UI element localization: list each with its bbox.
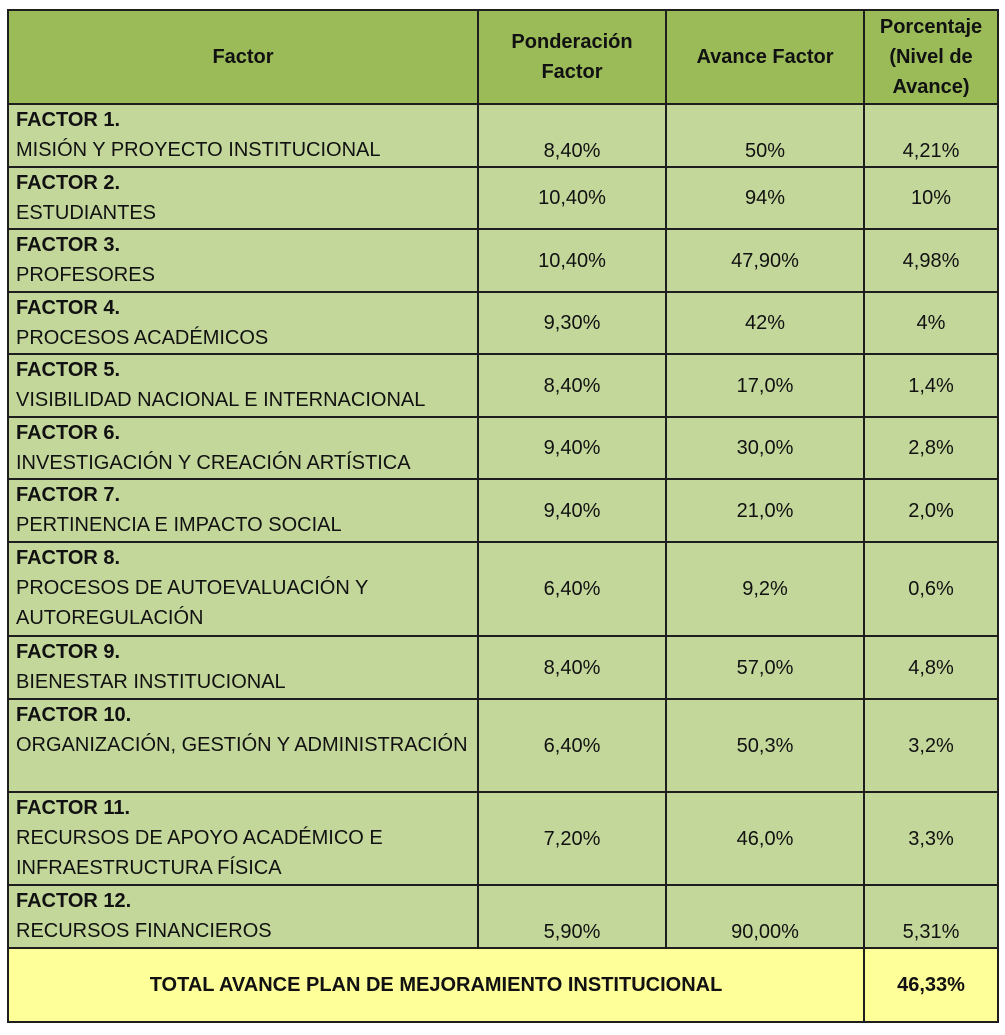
table-row: FACTOR 3. PROFESORES 10,40% 47,90% 4,98% [7,228,999,293]
factor-name: FACTOR 4. [16,297,121,319]
porcentaje-cell: 2,0% [863,478,999,543]
factor-description: RECURSOS DE APOYO ACADÉMICO E INFRAESTRU… [16,827,383,879]
ponderacion-cell: 9,40% [477,478,667,543]
factor-name: FACTOR 6. [16,422,121,444]
factor-cell: FACTOR 3. PROFESORES [7,228,479,293]
factor-cell: FACTOR 4. PROCESOS ACADÉMICOS [7,291,479,355]
table-row: FACTOR 8. PROCESOS DE AUTOEVALUACIÓN Y AU… [7,541,999,637]
porcentaje-cell: 4,8% [863,635,999,700]
ponderacion-cell: 8,40% [477,635,667,700]
table-row: FACTOR 9. BIENESTAR INSTITUCIONAL 8,40% 57,… [7,635,999,700]
table-row: FACTOR 1. MISIÓN Y PROYECTO INSTITUCIONAL… [7,103,999,168]
factor-name: FACTOR 5. [16,359,121,381]
factor-cell: FACTOR 11. RECURSOS DE APOYO ACADÉMICO E … [7,791,479,886]
ponderacion-cell: 5,90% [477,884,667,949]
factor-description: PROFESORES [16,264,155,286]
factor-description: ORGANIZACIÓN, GESTIÓN Y ADMINISTRACIÓN [16,734,468,756]
table-row: FACTOR 6. INVESTIGACIÓN Y CREACIÓN ARTÍST… [7,416,999,480]
porcentaje-cell: 4% [863,291,999,355]
total-value: 46,33% [863,947,999,1023]
porcentaje-cell: 0,6% [863,541,999,637]
avance-cell: 46,0% [665,791,865,886]
avance-cell: 57,0% [665,635,865,700]
porcentaje-cell: 3,3% [863,791,999,886]
factor-description: PROCESOS DE AUTOEVALUACIÓN Y AUTOREGULAC… [16,577,368,629]
factor-cell: FACTOR 9. BIENESTAR INSTITUCIONAL [7,635,479,700]
factor-name: FACTOR 2. [16,172,121,194]
ponderacion-cell: 6,40% [477,698,667,793]
ponderacion-cell: 9,40% [477,416,667,480]
avance-cell: 30,0% [665,416,865,480]
table-row: FACTOR 4. PROCESOS ACADÉMICOS 9,30% 42% 4% [7,291,999,355]
factor-name: FACTOR 1. [16,109,121,131]
factor-name: FACTOR 11. [16,797,131,819]
factor-cell: FACTOR 7. PERTINENCIA E IMPACTO SOCIAL [7,478,479,543]
factor-description: VISIBILIDAD NACIONAL E INTERNACIONAL [16,389,426,411]
factor-name: FACTOR 7. [16,484,121,506]
factor-name: FACTOR 12. [16,890,132,912]
avance-cell: 9,2% [665,541,865,637]
porcentaje-cell: 4,98% [863,228,999,293]
header-factor: Factor [7,9,479,105]
factor-description: PROCESOS ACADÉMICOS [16,327,269,349]
table-row: FACTOR 11. RECURSOS DE APOYO ACADÉMICO E … [7,791,999,886]
avance-cell: 17,0% [665,353,865,418]
progress-table: Factor Ponderación Factor Avance Factor … [7,9,999,1023]
factor-cell: FACTOR 12. RECURSOS FINANCIEROS [7,884,479,949]
factor-cell: FACTOR 6. INVESTIGACIÓN Y CREACIÓN ARTÍST… [7,416,479,480]
avance-cell: 47,90% [665,228,865,293]
avance-cell: 90,00% [665,884,865,949]
ponderacion-cell: 8,40% [477,103,667,168]
avance-cell: 50% [665,103,865,168]
factor-cell: FACTOR 2. ESTUDIANTES [7,166,479,230]
header-ponderacion: Ponderación Factor [477,9,667,105]
porcentaje-cell: 5,31% [863,884,999,949]
ponderacion-cell: 8,40% [477,353,667,418]
table-body: FACTOR 1. MISIÓN Y PROYECTO INSTITUCIONAL… [7,103,999,949]
factor-description: ESTUDIANTES [16,202,157,224]
table-row: FACTOR 7. PERTINENCIA E IMPACTO SOCIAL 9,4… [7,478,999,543]
factor-name: FACTOR 9. [16,641,121,663]
porcentaje-cell: 4,21% [863,103,999,168]
porcentaje-cell: 10% [863,166,999,230]
table-row: FACTOR 10. ORGANIZACIÓN, GESTIÓN Y ADMINI… [7,698,999,793]
factor-description: BIENESTAR INSTITUCIONAL [16,671,286,693]
factor-name: FACTOR 10. [16,704,132,726]
factor-description: MISIÓN Y PROYECTO INSTITUCIONAL [16,139,381,161]
avance-cell: 21,0% [665,478,865,543]
factor-description: PERTINENCIA E IMPACTO SOCIAL [16,514,342,536]
avance-cell: 50,3% [665,698,865,793]
header-porcentaje: Porcentaje (Nivel de Avance) [863,9,999,105]
header-avance: Avance Factor [665,9,865,105]
header-row: Factor Ponderación Factor Avance Factor … [7,9,999,105]
factor-cell: FACTOR 1. MISIÓN Y PROYECTO INSTITUCIONAL [7,103,479,168]
factor-cell: FACTOR 5. VISIBILIDAD NACIONAL E INTERNAC… [7,353,479,418]
avance-cell: 42% [665,291,865,355]
total-label: TOTAL AVANCE PLAN DE MEJORAMIENTO INSTIT… [7,947,865,1023]
ponderacion-cell: 9,30% [477,291,667,355]
factor-name: FACTOR 3. [16,234,121,256]
factor-cell: FACTOR 8. PROCESOS DE AUTOEVALUACIÓN Y AU… [7,541,479,637]
avance-cell: 94% [665,166,865,230]
ponderacion-cell: 6,40% [477,541,667,637]
porcentaje-cell: 2,8% [863,416,999,480]
total-row: TOTAL AVANCE PLAN DE MEJORAMIENTO INSTIT… [7,947,999,1023]
table-row: FACTOR 12. RECURSOS FINANCIEROS 5,90% 90,00… [7,884,999,949]
ponderacion-cell: 10,40% [477,228,667,293]
ponderacion-cell: 10,40% [477,166,667,230]
table-row: FACTOR 5. VISIBILIDAD NACIONAL E INTERNAC… [7,353,999,418]
factor-cell: FACTOR 10. ORGANIZACIÓN, GESTIÓN Y ADMINI… [7,698,479,793]
factor-description: RECURSOS FINANCIEROS [16,920,272,942]
ponderacion-cell: 7,20% [477,791,667,886]
factor-description: INVESTIGACIÓN Y CREACIÓN ARTÍSTICA [16,452,411,474]
table-row: FACTOR 2. ESTUDIANTES 10,40% 94% 10% [7,166,999,230]
porcentaje-cell: 3,2% [863,698,999,793]
porcentaje-cell: 1,4% [863,353,999,418]
factor-name: FACTOR 8. [16,547,121,569]
